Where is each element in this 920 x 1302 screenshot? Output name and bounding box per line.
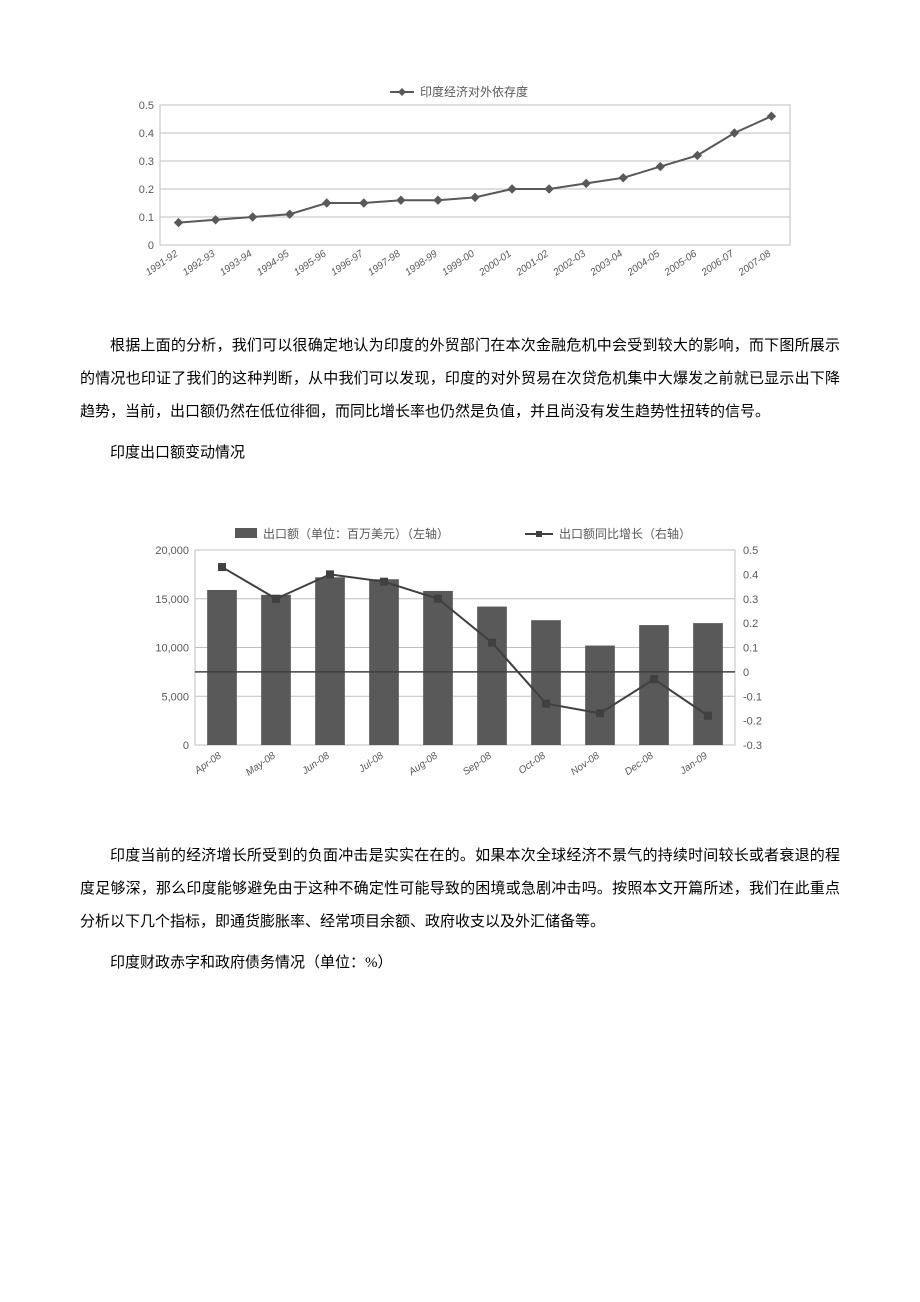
svg-text:0: 0 bbox=[148, 240, 154, 252]
svg-text:15,000: 15,000 bbox=[155, 594, 189, 606]
svg-text:0.5: 0.5 bbox=[743, 545, 758, 557]
svg-text:印度经济对外依存度: 印度经济对外依存度 bbox=[420, 84, 528, 99]
svg-text:1992-93: 1992-93 bbox=[181, 248, 218, 278]
svg-text:1997-98: 1997-98 bbox=[366, 248, 403, 278]
svg-text:Apr-08: Apr-08 bbox=[192, 750, 224, 777]
svg-text:5,000: 5,000 bbox=[161, 691, 189, 703]
svg-text:Sep-08: Sep-08 bbox=[461, 750, 494, 778]
svg-text:Nov-08: Nov-08 bbox=[569, 750, 602, 778]
svg-text:出口额（单位：百万美元）（左轴）: 出口额（单位：百万美元）（左轴） bbox=[263, 526, 449, 541]
svg-text:2001-02: 2001-02 bbox=[514, 248, 552, 279]
svg-text:2002-03: 2002-03 bbox=[551, 248, 589, 279]
svg-text:1996-97: 1996-97 bbox=[329, 248, 366, 278]
svg-text:1991-92: 1991-92 bbox=[144, 248, 181, 278]
svg-text:0.2: 0.2 bbox=[139, 184, 154, 196]
svg-text:Dec-08: Dec-08 bbox=[623, 750, 656, 778]
svg-text:0.1: 0.1 bbox=[139, 212, 154, 224]
svg-text:出口额同比增长（右轴）: 出口额同比增长（右轴） bbox=[559, 526, 691, 541]
svg-text:2005-06: 2005-06 bbox=[662, 248, 700, 279]
svg-text:2007-08: 2007-08 bbox=[736, 248, 774, 279]
svg-text:May-08: May-08 bbox=[244, 750, 278, 778]
svg-text:0: 0 bbox=[183, 740, 189, 752]
svg-text:0.3: 0.3 bbox=[139, 156, 154, 168]
svg-text:-0.2: -0.2 bbox=[743, 716, 762, 728]
svg-text:0.4: 0.4 bbox=[139, 128, 154, 140]
svg-text:-0.1: -0.1 bbox=[743, 691, 762, 703]
svg-text:0.5: 0.5 bbox=[139, 100, 154, 112]
svg-text:Jun-08: Jun-08 bbox=[300, 750, 333, 777]
svg-text:-0.3: -0.3 bbox=[743, 740, 762, 752]
svg-text:Oct-08: Oct-08 bbox=[517, 750, 548, 776]
paragraph-1: 根据上面的分析，我们可以很确定地认为印度的外贸部门在本次金融危机中会受到较大的影… bbox=[80, 330, 840, 429]
paragraph-2: 印度当前的经济增长所受到的负面冲击是实实在在的。如果本次全球经济不景气的持续时间… bbox=[80, 840, 840, 939]
chart-exports: 0 5,000 10,000 15,000 20,000 -0.3 -0.2 -0.1 0 0.1… bbox=[140, 520, 840, 800]
svg-text:1999-00: 1999-00 bbox=[440, 248, 477, 278]
svg-text:Jul-08: Jul-08 bbox=[356, 750, 386, 775]
chart3-title: 印度财政赤字和政府债务情况（单位：%） bbox=[80, 947, 840, 980]
svg-text:20,000: 20,000 bbox=[155, 545, 189, 557]
svg-text:1995-96: 1995-96 bbox=[292, 248, 329, 278]
svg-text:0.3: 0.3 bbox=[743, 594, 758, 606]
svg-text:10,000: 10,000 bbox=[155, 643, 189, 655]
svg-text:1993-94: 1993-94 bbox=[218, 248, 255, 278]
svg-text:0: 0 bbox=[743, 667, 749, 679]
chart-dependence: 00.10.20.30.40.51991-921992-931993-94199… bbox=[120, 80, 840, 300]
svg-text:2003-04: 2003-04 bbox=[588, 248, 626, 279]
svg-text:1998-99: 1998-99 bbox=[403, 248, 440, 278]
svg-text:2006-07: 2006-07 bbox=[699, 248, 737, 279]
chart2-title: 印度出口额变动情况 bbox=[80, 437, 840, 470]
svg-text:0.1: 0.1 bbox=[743, 643, 758, 655]
svg-text:Aug-08: Aug-08 bbox=[406, 750, 440, 778]
svg-text:0.2: 0.2 bbox=[743, 618, 758, 630]
svg-text:2000-01: 2000-01 bbox=[477, 248, 514, 279]
svg-text:Jan-09: Jan-09 bbox=[678, 750, 711, 777]
svg-text:1994-95: 1994-95 bbox=[255, 248, 292, 278]
svg-text:0.4: 0.4 bbox=[743, 569, 758, 581]
svg-text:2004-05: 2004-05 bbox=[625, 248, 663, 279]
